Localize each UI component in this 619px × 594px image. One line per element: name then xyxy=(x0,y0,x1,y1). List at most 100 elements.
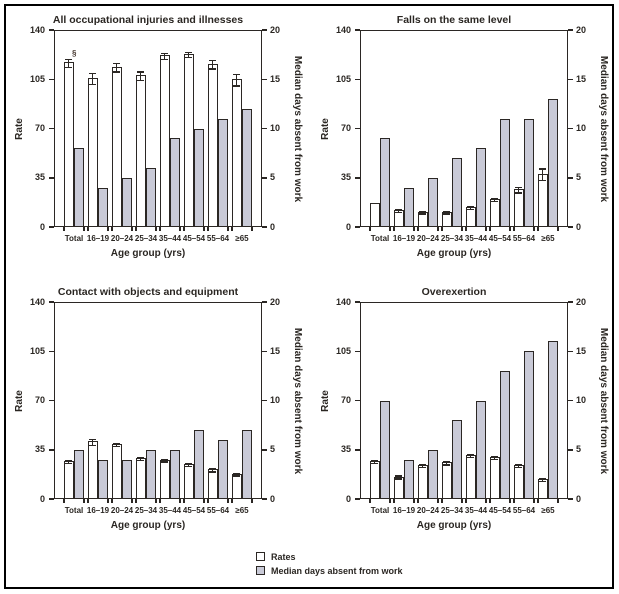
x-axis-tick xyxy=(63,499,65,503)
bar-median-days xyxy=(403,187,414,227)
bar-rates xyxy=(87,441,98,499)
bar-rates xyxy=(135,458,146,499)
error-bar-cap xyxy=(371,460,378,462)
x-tick-label: 16–19 xyxy=(392,234,416,243)
x-tick-label: 20–24 xyxy=(110,234,134,243)
legend-label-median-days: Median days absent from work xyxy=(271,565,403,576)
x-tick-label: 25–34 xyxy=(134,506,158,515)
panel-title: Falls on the same level xyxy=(396,14,512,26)
x-tick-label: 55–64 xyxy=(512,234,536,243)
bar-rates xyxy=(489,456,500,499)
bar-rates xyxy=(183,463,194,499)
right-axis-label: Median days absent from work xyxy=(292,327,303,474)
error-bar-cap xyxy=(395,475,402,477)
y-axis-tick xyxy=(49,177,54,179)
bar-median-days xyxy=(145,449,156,499)
x-axis-tick xyxy=(513,499,515,503)
bar-median-days xyxy=(427,449,438,499)
y-axis-tick xyxy=(355,127,360,130)
error-bar-cap xyxy=(539,168,546,170)
x-axis-tick xyxy=(251,227,253,231)
x-axis-tick xyxy=(207,499,209,503)
y-axis-tick xyxy=(262,449,267,451)
error-bar xyxy=(397,209,400,213)
x-axis-tick xyxy=(513,227,515,231)
x-tick-label: 45–54 xyxy=(488,234,512,243)
x-axis-tick xyxy=(155,499,157,503)
plot-area xyxy=(54,302,262,499)
y-axis-tick xyxy=(568,78,573,80)
y-tick-label: 0 xyxy=(39,493,45,504)
error-bar-cap xyxy=(65,462,72,465)
bar-median-days xyxy=(499,118,510,227)
y-tick-label: 70 xyxy=(34,123,45,133)
x-axis-tick xyxy=(485,227,487,231)
error-bar xyxy=(235,473,238,477)
y-tick-label: 15 xyxy=(270,73,281,84)
x-axis-tick xyxy=(111,499,113,503)
x-axis-tick xyxy=(557,227,559,231)
error-bar xyxy=(91,73,94,85)
error-bar-cap xyxy=(467,454,474,456)
bar-rates xyxy=(231,473,242,499)
error-bar-cap xyxy=(137,457,144,459)
error-bar-cap xyxy=(539,478,546,480)
bar-rates xyxy=(417,465,428,499)
error-bar xyxy=(91,439,94,446)
y-tick-label: 105 xyxy=(29,73,45,84)
error-bar xyxy=(469,206,472,210)
error-bar xyxy=(67,460,70,464)
bar-median-days xyxy=(97,459,108,499)
y-axis-tick xyxy=(355,29,360,31)
y-axis-tick xyxy=(355,399,360,402)
y-axis-tick xyxy=(568,29,573,31)
x-tick-label: ≥65 xyxy=(541,234,555,243)
y-tick-label: 15 xyxy=(270,345,281,356)
y-tick-label: 0 xyxy=(270,221,276,232)
error-bar-cap xyxy=(539,179,546,181)
y-tick-label: 15 xyxy=(576,345,587,356)
error-bar-cap xyxy=(443,464,450,466)
left-axis-label: Rate xyxy=(14,389,25,412)
error-bar-cap xyxy=(491,455,498,458)
bar-median-days xyxy=(427,177,438,227)
x-axis-label: Age group (yrs) xyxy=(416,248,492,259)
y-axis-tick xyxy=(355,78,360,80)
x-tick-label: ≥65 xyxy=(235,234,249,243)
error-bar xyxy=(421,464,424,468)
error-bar-cap xyxy=(419,210,426,212)
error-bar-cap xyxy=(65,66,72,69)
bar-rates xyxy=(489,198,500,227)
x-axis-tick xyxy=(87,499,89,503)
x-tick-label: 35–44 xyxy=(464,234,488,243)
error-bar-cap xyxy=(65,460,72,462)
x-tick-label: 45–54 xyxy=(182,506,206,515)
error-bar-cap xyxy=(419,213,426,215)
x-tick-label: 25–34 xyxy=(134,234,158,243)
y-axis-tick xyxy=(568,226,573,228)
y-axis-tick xyxy=(568,301,573,303)
error-bar-cap xyxy=(395,209,402,211)
x-axis-tick xyxy=(231,499,233,503)
y-tick-label: 10 xyxy=(270,123,281,133)
error-bar xyxy=(517,464,520,468)
error-bar-cap xyxy=(89,83,96,86)
bar-rates xyxy=(513,465,524,499)
panel-overexertion: Overexertion 0 35 70 105 140 0 5 10 15 20 Rate Medi… xyxy=(316,280,616,542)
y-tick-label: 105 xyxy=(335,73,351,84)
right-axis-label: Median days absent from work xyxy=(292,55,303,202)
bar-rates xyxy=(159,55,170,227)
error-bar-cap xyxy=(89,438,96,441)
error-bar-cap xyxy=(209,59,216,62)
x-axis-tick xyxy=(389,227,391,231)
x-axis-tick xyxy=(63,227,65,231)
x-axis-tick xyxy=(183,227,185,231)
bar-median-days xyxy=(169,138,180,227)
figure-border xyxy=(4,4,614,589)
median-swatch-icon xyxy=(256,566,265,575)
bar-rates xyxy=(159,459,170,499)
bar-median-days xyxy=(121,459,132,499)
y-tick-label: 15 xyxy=(576,73,587,84)
bar-rates xyxy=(393,476,404,499)
bar-median-days xyxy=(475,148,486,227)
